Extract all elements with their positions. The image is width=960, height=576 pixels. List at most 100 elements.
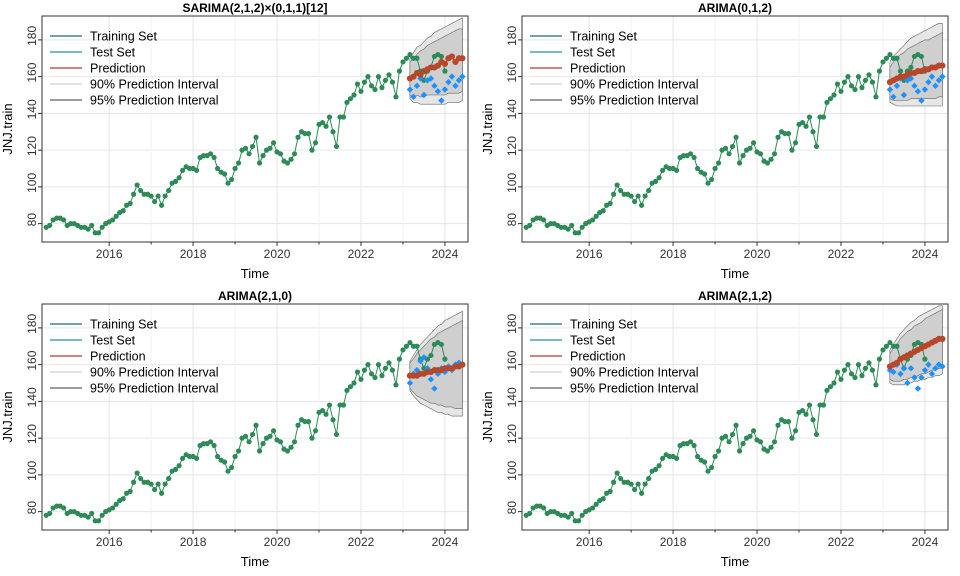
- train-point: [848, 371, 855, 377]
- legend-label: 90% Prediction Interval: [90, 78, 219, 92]
- train-point: [368, 83, 375, 89]
- train-point: [344, 387, 350, 393]
- train-point: [225, 180, 231, 186]
- train-point: [89, 222, 95, 229]
- train-point: [228, 176, 235, 183]
- train-point: [134, 182, 140, 188]
- train-point: [607, 200, 613, 207]
- train-point: [834, 81, 841, 87]
- train-point: [635, 481, 641, 487]
- train-point: [866, 72, 872, 78]
- train-point: [400, 347, 406, 353]
- train-point: [873, 94, 879, 100]
- legend-label: Training Set: [90, 30, 157, 44]
- train-point: [834, 369, 841, 375]
- train-point: [715, 160, 722, 166]
- prediction-point: [939, 335, 946, 343]
- train-point: [354, 81, 361, 87]
- plot-background: [42, 16, 468, 242]
- y-tick-label: 120: [505, 424, 519, 444]
- train-point: [590, 217, 596, 223]
- train-point: [691, 154, 697, 161]
- test-point: [928, 370, 936, 378]
- train-point: [646, 187, 652, 194]
- test-point: [914, 88, 922, 95]
- train-point: [859, 85, 865, 91]
- y-tick-label: 140: [505, 99, 519, 119]
- train-point: [813, 431, 820, 438]
- train-point: [351, 92, 357, 98]
- train-point: [642, 193, 648, 199]
- train-point: [127, 200, 133, 207]
- train-point: [134, 470, 140, 476]
- y-tick-label: 120: [25, 424, 39, 444]
- test-point: [890, 368, 897, 376]
- y-tick-label: 80: [25, 501, 39, 515]
- train-point: [396, 356, 403, 362]
- legend-label: 95% Prediction Interval: [90, 94, 219, 108]
- train-point: [438, 53, 445, 60]
- train-point: [894, 55, 900, 61]
- train-point: [291, 439, 298, 445]
- train-point: [99, 512, 105, 518]
- legend-label: Prediction: [570, 62, 626, 76]
- y-tick-label: 160: [25, 62, 39, 82]
- test-point: [939, 363, 946, 370]
- train-point: [253, 422, 259, 428]
- train-point: [326, 402, 333, 408]
- train-point: [260, 441, 266, 447]
- train-point: [288, 444, 294, 450]
- train-point: [442, 356, 448, 362]
- test-point: [918, 97, 925, 104]
- train-point: [569, 222, 575, 229]
- y-tick-label: 100: [505, 461, 519, 481]
- train-point: [375, 362, 382, 368]
- train-point: [789, 435, 795, 441]
- train-point: [260, 153, 266, 159]
- train-point: [541, 217, 547, 223]
- train-point: [918, 53, 925, 60]
- test-point: [914, 385, 922, 392]
- data-layer: [43, 17, 466, 236]
- train-point: [673, 167, 680, 173]
- train-point: [225, 468, 231, 474]
- train-point: [242, 145, 249, 151]
- train-point: [166, 187, 172, 194]
- x-axis-title: Time: [721, 554, 749, 569]
- y-axis-title: JNJ.train: [0, 391, 15, 442]
- train-point: [579, 512, 585, 518]
- y-tick-label: 160: [505, 350, 519, 370]
- train-point: [358, 376, 364, 382]
- train-point: [701, 459, 708, 465]
- train-point: [319, 407, 326, 414]
- train-point: [214, 165, 221, 172]
- plot-frame: [41, 303, 469, 531]
- train-point: [876, 356, 883, 362]
- train-point: [726, 151, 732, 157]
- train-point: [908, 64, 914, 71]
- train-point: [407, 339, 413, 346]
- train-point: [656, 175, 662, 181]
- train-point: [340, 114, 347, 120]
- train-point: [887, 339, 893, 346]
- train-point: [256, 160, 263, 166]
- prediction-point: [939, 62, 946, 69]
- chart-title: ARIMA(0,1,2): [698, 1, 772, 15]
- train-point: [131, 479, 137, 485]
- x-tick-label: 2016: [96, 247, 123, 261]
- train-point: [708, 464, 715, 471]
- data-layer: [43, 310, 466, 524]
- train-point: [207, 151, 214, 157]
- train-point: [221, 171, 228, 177]
- y-tick-label: 120: [505, 136, 519, 156]
- data-layer: [523, 23, 946, 236]
- test-point: [427, 75, 435, 82]
- train-point: [922, 356, 928, 362]
- train-point: [162, 193, 168, 199]
- test-point: [420, 354, 428, 361]
- train-point: [309, 435, 315, 441]
- test-point: [431, 82, 438, 90]
- train-point: [393, 94, 399, 100]
- train-point: [379, 85, 385, 91]
- test-point: [904, 77, 911, 84]
